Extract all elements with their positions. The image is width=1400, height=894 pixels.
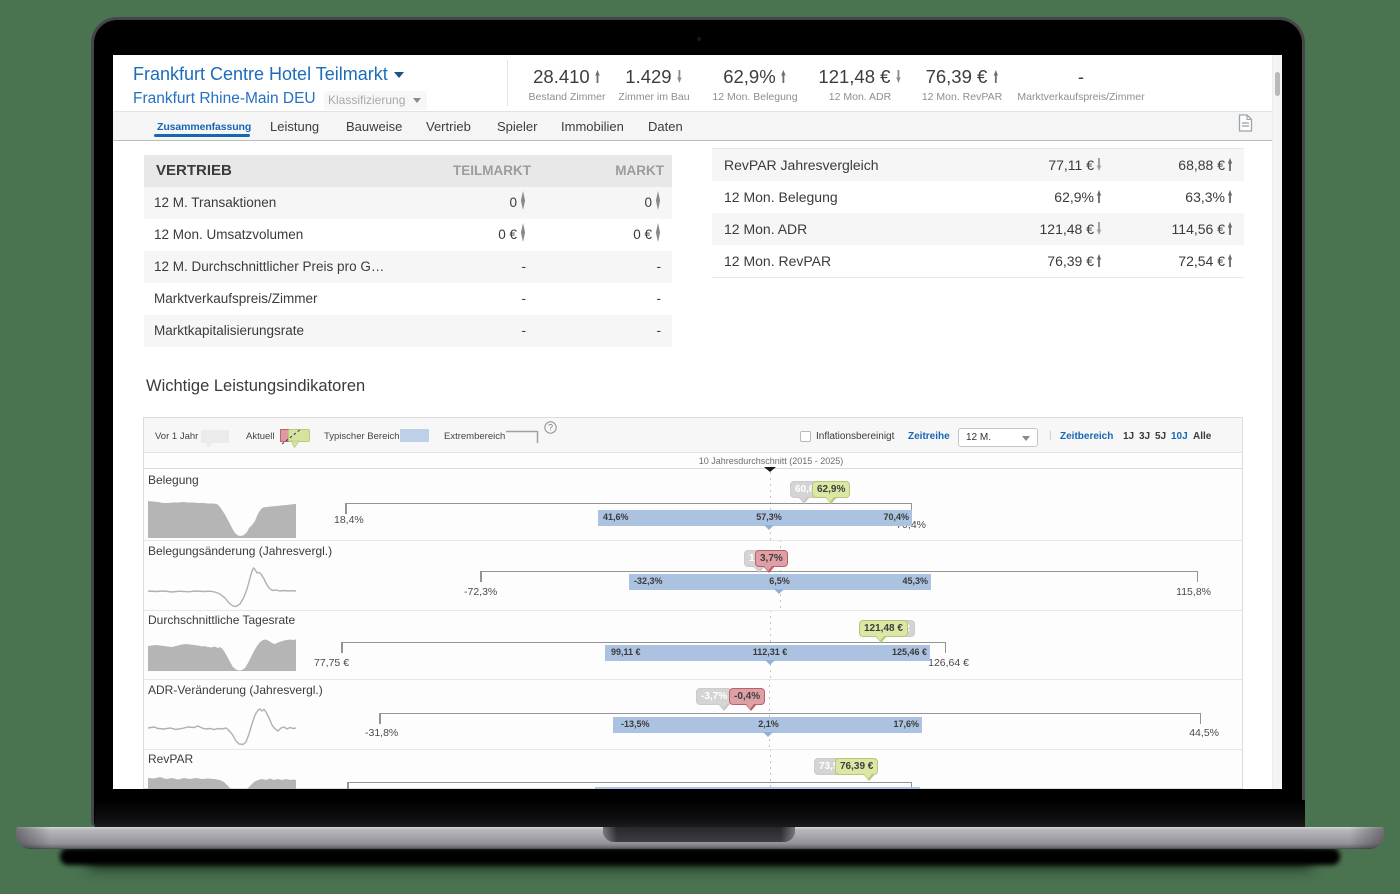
svg-text:?: ? bbox=[548, 423, 553, 433]
